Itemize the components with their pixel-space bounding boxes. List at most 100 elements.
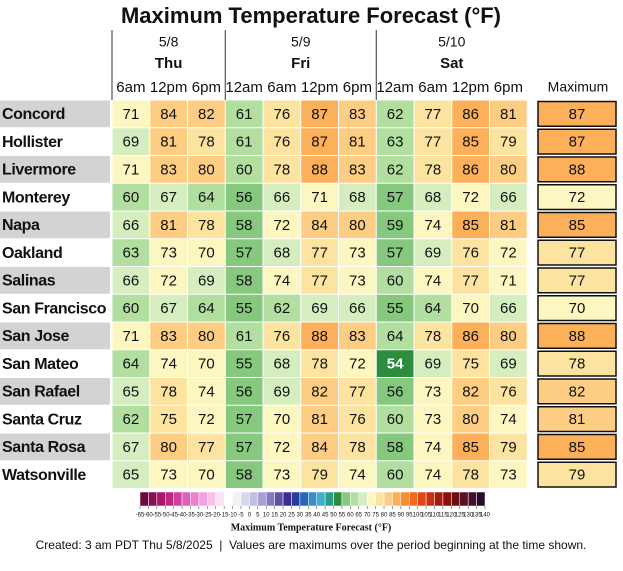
cell <box>150 378 187 405</box>
colorbar-segment <box>451 491 461 507</box>
cell <box>188 350 225 377</box>
cell-value: 69 <box>198 272 215 289</box>
cell <box>339 267 376 294</box>
cell-value: 60 <box>387 411 404 428</box>
cell <box>339 294 376 322</box>
cell-value: 74 <box>425 439 442 456</box>
time-label: 12pm <box>150 79 188 96</box>
colorbar-tick-label: -45 <box>169 513 178 519</box>
cell <box>225 156 263 183</box>
colorbar-segment <box>434 491 444 507</box>
colorbar-segment <box>417 491 427 507</box>
day-label: Thu <box>155 55 183 72</box>
cell <box>490 405 527 433</box>
cell <box>339 156 376 183</box>
cell <box>490 378 527 405</box>
cell-value: 56 <box>236 189 253 206</box>
max-cell <box>537 184 617 211</box>
time-label: 12pm <box>452 79 490 96</box>
colorbar-tick-label: 50 <box>330 513 337 519</box>
cell <box>490 211 527 239</box>
cell-value: 81 <box>349 134 366 151</box>
colorbar-segment <box>232 491 242 507</box>
cell-value: 58 <box>236 467 253 484</box>
cell <box>452 100 489 128</box>
colorbar-segment <box>375 491 385 507</box>
cell <box>225 239 263 266</box>
colorbar-segment <box>400 491 410 507</box>
cell-value: 60 <box>387 467 404 484</box>
colorbar-segment <box>409 491 418 507</box>
cell <box>452 156 489 183</box>
cell <box>414 100 452 128</box>
colorbar-tick-label: 90 <box>398 513 405 519</box>
colorbar-tick-label: -15 <box>220 513 229 519</box>
cell <box>376 128 414 155</box>
cell-value: 86 <box>462 106 479 123</box>
cell <box>301 378 338 405</box>
cell-value: 69 <box>500 356 517 373</box>
cell <box>339 211 376 239</box>
colorbar-tick-label: 10 <box>263 513 270 519</box>
cell-value: 76 <box>274 328 291 345</box>
cell-value: 87 <box>311 106 328 123</box>
colorbar-segment <box>392 491 402 507</box>
cell-value: 77 <box>349 383 366 400</box>
cell-value: 58 <box>236 217 253 234</box>
row-label: San Mateo <box>2 356 79 373</box>
cell-value: 84 <box>160 106 177 123</box>
cell <box>225 322 263 350</box>
colorbar-segment <box>181 491 191 507</box>
max-cell <box>537 128 617 155</box>
cell-value: 73 <box>349 245 366 262</box>
cell-value: 72 <box>274 439 291 456</box>
colorbar-tick-label: 70 <box>364 513 371 519</box>
colorbar-tick-label: -20 <box>211 513 220 519</box>
cell-value: 73 <box>160 467 177 484</box>
cell <box>225 350 263 377</box>
cell <box>452 405 489 433</box>
max-cell <box>537 211 617 238</box>
cell <box>301 100 338 128</box>
cell-value: 69 <box>274 383 291 400</box>
colorbar-tick-label: 80 <box>381 513 388 519</box>
row-label: Livermore <box>2 162 76 179</box>
cell-value: 57 <box>236 245 253 262</box>
cell-value: 75 <box>462 356 479 373</box>
cell-value: 78 <box>160 383 177 400</box>
cell <box>225 294 263 322</box>
cell <box>301 183 338 211</box>
cell <box>263 433 301 461</box>
time-label: 6pm <box>192 79 221 96</box>
cell <box>263 100 301 128</box>
cell <box>414 239 452 266</box>
colorbar-segment <box>139 491 149 507</box>
cell-value: 55 <box>236 356 253 373</box>
cell <box>263 461 301 488</box>
colorbar-tick-label: 15 <box>271 513 278 519</box>
cell <box>376 211 414 239</box>
cell <box>376 405 414 433</box>
cell-value: 80 <box>160 439 177 456</box>
max-value: 85 <box>569 439 586 456</box>
colorbar-segment <box>257 491 267 507</box>
cell <box>112 378 150 405</box>
cell-value: 85 <box>462 134 479 151</box>
cell-value: 57 <box>387 245 404 262</box>
cell-value: 70 <box>462 300 479 317</box>
max-cell <box>537 350 617 377</box>
cell-value: 70 <box>198 356 215 373</box>
cell <box>263 239 301 266</box>
colorbar-segment <box>383 491 393 507</box>
cell <box>188 378 225 405</box>
cell-value: 84 <box>311 217 328 234</box>
cell <box>376 350 414 377</box>
cell <box>112 100 150 128</box>
max-cell <box>537 239 617 266</box>
cell-value: 74 <box>425 217 442 234</box>
cell-value: 83 <box>349 328 366 345</box>
cell <box>150 405 187 433</box>
time-label: 6pm <box>494 79 523 96</box>
row-label: Santa Cruz <box>2 411 82 428</box>
row-band <box>0 267 110 294</box>
